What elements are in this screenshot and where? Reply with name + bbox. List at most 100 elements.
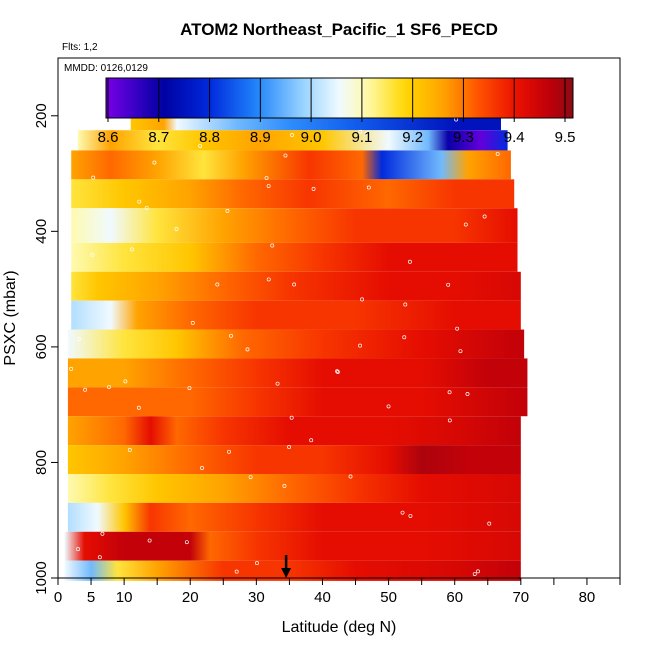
sample-point <box>76 336 81 341</box>
x-tick-label: 70 <box>512 589 529 606</box>
sample-point <box>311 186 316 191</box>
sample-point <box>290 133 295 137</box>
colorbar-tick-label: 9.4 <box>504 129 525 146</box>
sample-point <box>364 131 369 136</box>
x-tick-label: 10 <box>116 589 133 606</box>
sample-point <box>184 540 189 545</box>
x-axis-label: Latitude (deg N) <box>282 619 397 636</box>
sample-point <box>472 572 477 577</box>
chart-title: ATOM2 Northeast_Pacific_1 SF6_PECD <box>180 20 498 39</box>
heat-band <box>67 502 521 532</box>
heat-band <box>71 300 521 330</box>
sample-point <box>447 418 452 423</box>
dates-label: MMDD: 0126,0129 <box>64 63 148 74</box>
x-axis: 0 5 10 20 30 40 50 60 70 80 <box>54 578 621 606</box>
y-axis-label: PSXC (mbar) <box>2 270 19 365</box>
heat-band <box>77 130 508 151</box>
sample-point <box>91 175 96 180</box>
sample-point <box>229 333 233 338</box>
sample-point <box>107 385 111 390</box>
sample-point <box>458 349 463 354</box>
sample-point <box>264 176 269 181</box>
sample-point <box>463 222 468 227</box>
sample-point <box>76 547 81 552</box>
sample-point <box>465 392 470 396</box>
sample-point <box>403 302 408 307</box>
sample-point <box>402 335 407 340</box>
x-tick-label: 40 <box>314 589 331 606</box>
sample-point <box>283 153 288 158</box>
sample-point <box>97 555 102 560</box>
heat-band <box>67 474 521 503</box>
sample-point <box>447 390 452 395</box>
y-tick-label: 800 <box>33 450 50 475</box>
sample-point <box>482 214 487 219</box>
sample-point <box>407 259 412 264</box>
sample-point <box>174 227 179 232</box>
sample-point <box>289 415 294 420</box>
sample-point <box>152 160 157 165</box>
sample-point <box>225 209 230 213</box>
colorbar-gradient <box>105 77 574 119</box>
colorbar-tick-label: 9.1 <box>351 129 372 146</box>
sample-point <box>187 386 192 390</box>
sample-point <box>254 561 259 566</box>
plot-frame <box>57 57 621 579</box>
colorbar-tick-label: 9.0 <box>301 129 322 146</box>
colorbar-tick-label: 9.3 <box>453 129 474 146</box>
sample-point <box>335 370 340 374</box>
heat-band <box>71 179 515 209</box>
heat-band <box>71 271 521 301</box>
sample-point <box>358 129 363 134</box>
x-tick-label: 30 <box>248 589 265 606</box>
x-tick-label: 50 <box>380 589 397 606</box>
sample-point <box>137 199 142 204</box>
sample-point <box>309 438 314 443</box>
sample-point <box>400 510 405 515</box>
sample-point <box>266 277 271 282</box>
colorbar: 8.6 8.7 8.8 8.9 9.0 9.1 9.2 9.3 9.4 9.5 <box>98 77 576 146</box>
sample-point <box>446 282 451 287</box>
heat-band <box>67 329 525 359</box>
colorbar-tick-label: 8.6 <box>98 129 119 146</box>
sample-point <box>455 326 460 331</box>
colorbar-tick-label: 9.5 <box>555 129 576 146</box>
sample-point <box>487 521 492 526</box>
sample-point <box>234 569 239 574</box>
sample-point <box>270 243 275 248</box>
heat-band <box>64 531 521 561</box>
sample-point <box>292 282 297 287</box>
heat-band <box>71 150 511 180</box>
sample-point <box>136 405 141 410</box>
sample-point <box>200 465 204 470</box>
x-tick-label: 20 <box>182 589 199 606</box>
y-tick-label: 200 <box>33 103 50 128</box>
y-tick-label: 600 <box>33 334 50 359</box>
sample-point <box>190 320 195 325</box>
colorbar-tick-label: 9.2 <box>402 129 423 146</box>
sample-point <box>248 475 253 480</box>
x-tick-label: 80 <box>579 589 596 606</box>
flights-label: Flts: 1,2 <box>62 42 98 53</box>
y-axis: 200 400 600 800 1000 <box>33 103 58 595</box>
heat-band <box>71 208 518 243</box>
y-tick-label: 1000 <box>33 561 50 594</box>
sample-point <box>69 366 74 371</box>
colorbar-tick-label: 8.8 <box>199 129 220 146</box>
heat-band <box>71 242 518 272</box>
sample-point <box>360 297 365 302</box>
sample-point <box>386 404 391 409</box>
sample-point <box>335 369 340 374</box>
heat-band <box>67 416 521 446</box>
sample-point <box>129 247 134 252</box>
heat-band <box>67 387 528 417</box>
sample-point <box>198 144 203 148</box>
y-tick-label: 400 <box>33 219 50 244</box>
sample-point <box>287 445 292 449</box>
sample-point <box>358 343 362 348</box>
sample-point <box>123 379 128 384</box>
heat-band <box>67 445 521 474</box>
latitude-marker-arrow <box>281 555 292 578</box>
colorbar-tick-label: 8.7 <box>148 129 169 146</box>
sample-point <box>495 151 500 156</box>
